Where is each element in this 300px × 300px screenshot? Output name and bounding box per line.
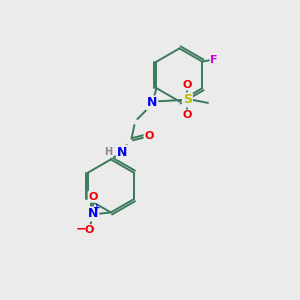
Text: N: N	[117, 146, 128, 159]
Text: +: +	[93, 203, 100, 212]
Text: N: N	[147, 96, 157, 110]
Text: O: O	[144, 131, 154, 141]
Text: F: F	[210, 55, 218, 65]
Text: O: O	[84, 225, 94, 235]
Text: O: O	[183, 110, 192, 120]
Text: −: −	[76, 222, 87, 235]
Text: S: S	[183, 93, 192, 106]
Text: O: O	[183, 80, 192, 90]
Text: N: N	[88, 207, 98, 220]
Text: H: H	[104, 147, 112, 157]
Text: O: O	[88, 192, 98, 202]
